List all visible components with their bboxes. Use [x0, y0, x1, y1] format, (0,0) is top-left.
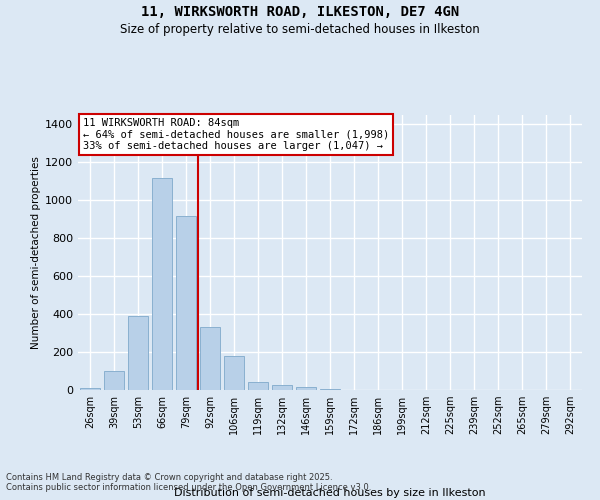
- Bar: [296, 387, 316, 390]
- Bar: [248, 382, 268, 390]
- Y-axis label: Number of semi-detached properties: Number of semi-detached properties: [31, 156, 41, 349]
- Bar: [128, 316, 148, 390]
- Bar: [176, 216, 196, 390]
- Bar: [200, 328, 220, 390]
- Text: 11 WIRKSWORTH ROAD: 84sqm
← 64% of semi-detached houses are smaller (1,998)
33% : 11 WIRKSWORTH ROAD: 84sqm ← 64% of semi-…: [83, 118, 389, 151]
- Bar: [152, 178, 172, 390]
- Bar: [104, 371, 124, 390]
- Text: Contains public sector information licensed under the Open Government Licence v3: Contains public sector information licen…: [6, 484, 371, 492]
- Text: Contains HM Land Registry data © Crown copyright and database right 2025.: Contains HM Land Registry data © Crown c…: [6, 472, 332, 482]
- Text: Size of property relative to semi-detached houses in Ilkeston: Size of property relative to semi-detach…: [120, 22, 480, 36]
- Text: Distribution of semi-detached houses by size in Ilkeston: Distribution of semi-detached houses by …: [174, 488, 486, 498]
- Bar: [272, 386, 292, 390]
- Bar: [224, 356, 244, 390]
- Bar: [80, 388, 100, 390]
- Text: 11, WIRKSWORTH ROAD, ILKESTON, DE7 4GN: 11, WIRKSWORTH ROAD, ILKESTON, DE7 4GN: [141, 5, 459, 19]
- Bar: [320, 389, 340, 390]
